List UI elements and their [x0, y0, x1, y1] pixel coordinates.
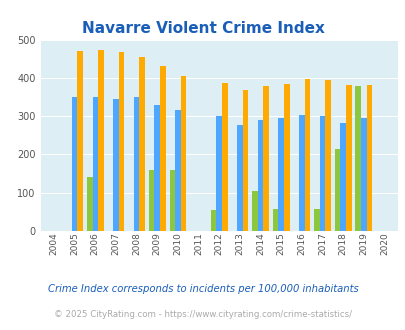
Bar [222, 83, 227, 231]
Bar [366, 85, 371, 231]
Bar [319, 116, 324, 231]
Bar [77, 51, 83, 231]
Bar [237, 125, 242, 231]
Bar [313, 209, 319, 231]
Bar [360, 118, 366, 231]
Bar [139, 57, 145, 231]
Bar [345, 85, 351, 231]
Bar [175, 111, 180, 231]
Bar [257, 120, 263, 231]
Bar [72, 97, 77, 231]
Text: Navarre Violent Crime Index: Navarre Violent Crime Index [81, 21, 324, 36]
Bar [216, 116, 222, 231]
Bar [98, 50, 103, 231]
Bar [324, 80, 330, 231]
Bar [134, 97, 139, 231]
Bar [119, 52, 124, 231]
Bar [252, 191, 257, 231]
Bar [242, 90, 247, 231]
Bar [169, 170, 175, 231]
Text: © 2025 CityRating.com - https://www.cityrating.com/crime-statistics/: © 2025 CityRating.com - https://www.city… [54, 310, 351, 319]
Text: Crime Index corresponds to incidents per 100,000 inhabitants: Crime Index corresponds to incidents per… [47, 284, 358, 294]
Bar [278, 118, 283, 231]
Bar [113, 99, 119, 231]
Bar [298, 115, 304, 231]
Bar [92, 97, 98, 231]
Bar [149, 170, 154, 231]
Bar [154, 105, 160, 231]
Bar [304, 79, 309, 231]
Bar [180, 76, 186, 231]
Bar [334, 149, 339, 231]
Bar [272, 209, 278, 231]
Bar [354, 85, 360, 231]
Bar [263, 86, 268, 231]
Bar [283, 84, 289, 231]
Bar [339, 123, 345, 231]
Bar [160, 66, 165, 231]
Bar [210, 210, 216, 231]
Bar [87, 178, 92, 231]
